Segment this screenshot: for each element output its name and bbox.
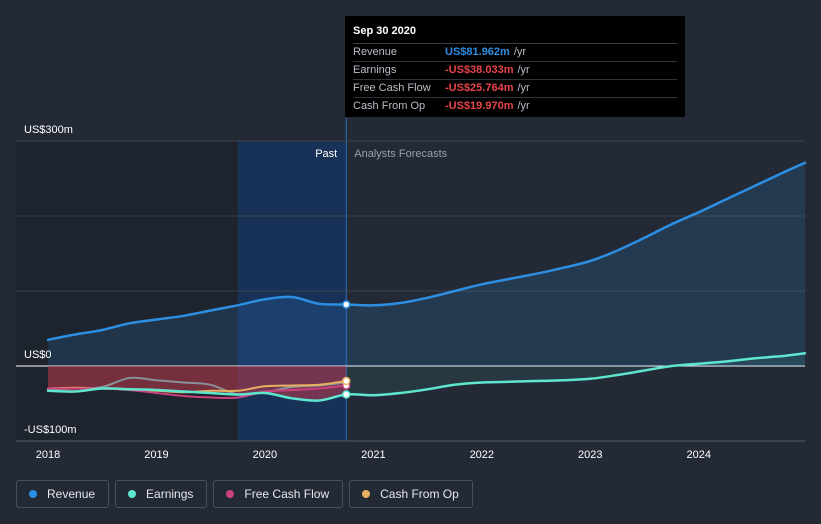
x-tick-label: 2020 [253,449,277,461]
legend-item-earnings[interactable]: Earnings [115,480,208,508]
past-label: Past [315,148,337,160]
tooltip-row-revenue: Revenue US$81.962m /yr [353,44,677,62]
tooltip-value: -US$25.764m [445,82,514,94]
tooltip-label: Revenue [353,46,398,58]
tooltip-value: US$81.962m [445,46,510,58]
x-tick-label: 2021 [361,449,385,461]
legend-dot-icon [226,490,235,498]
x-tick-label: 2024 [686,449,710,461]
forecast-label: Analysts Forecasts [354,148,447,160]
revenue-marker [341,300,351,309]
legend-label: Earnings [146,487,194,501]
y-tick-label: -US$100m [24,424,77,436]
x-tick-label: 2019 [144,449,168,461]
legend-item-revenue[interactable]: Revenue [16,480,110,508]
tooltip-unit: /yr [517,82,530,94]
legend-label: Revenue [47,487,96,501]
tooltip-unit: /yr [517,64,530,76]
x-tick-label: 2022 [470,449,494,461]
legend-dot-icon [128,490,137,498]
tooltip-unit: /yr [513,46,527,58]
tooltip-label: Cash From Op [353,100,426,112]
hover-tooltip: Sep 30 2020 Revenue US$81.962m /yr Earni… [345,16,685,117]
tooltip-label: Free Cash Flow [353,82,431,94]
revenue-line [46,161,807,342]
legend-dot-icon [362,490,371,498]
revenue-area [48,162,805,366]
x-tick-label: 2018 [36,449,60,461]
tooltip-label: Earnings [353,64,397,76]
tooltip-date: Sep 30 2020 [353,24,677,44]
legend-item-cash-from-op[interactable]: Cash From Op [349,480,473,508]
legend-item-free-cash-flow[interactable]: Free Cash Flow [213,480,344,508]
legend-label: Cash From Op [380,487,459,501]
tooltip-unit: /yr [517,100,530,112]
y-tick-label: US$300m [24,124,73,136]
y-tick-label: US$0 [24,349,52,361]
tooltip-row-free-cash-flow: Free Cash Flow -US$25.764m /yr [353,80,677,98]
cash-from-op-marker [341,376,351,386]
chart-legend: Revenue Earnings Free Cash Flow Cash Fro… [16,480,473,508]
tooltip-value: -US$19.970m [445,100,514,112]
earnings-line [46,352,807,402]
earnings-marker [341,390,351,399]
earnings-forecast-area [346,353,805,396]
tooltip-row-cash-from-op: Cash From Op -US$19.970m /yr [353,98,677,115]
x-tick-label: 2023 [578,449,602,461]
legend-dot-icon [29,490,37,498]
tooltip-value: -US$38.033m [445,64,514,76]
legend-label: Free Cash Flow [244,487,330,501]
other-line [47,376,348,396]
tooltip-row-earnings: Earnings -US$38.033m /yr [353,62,677,80]
